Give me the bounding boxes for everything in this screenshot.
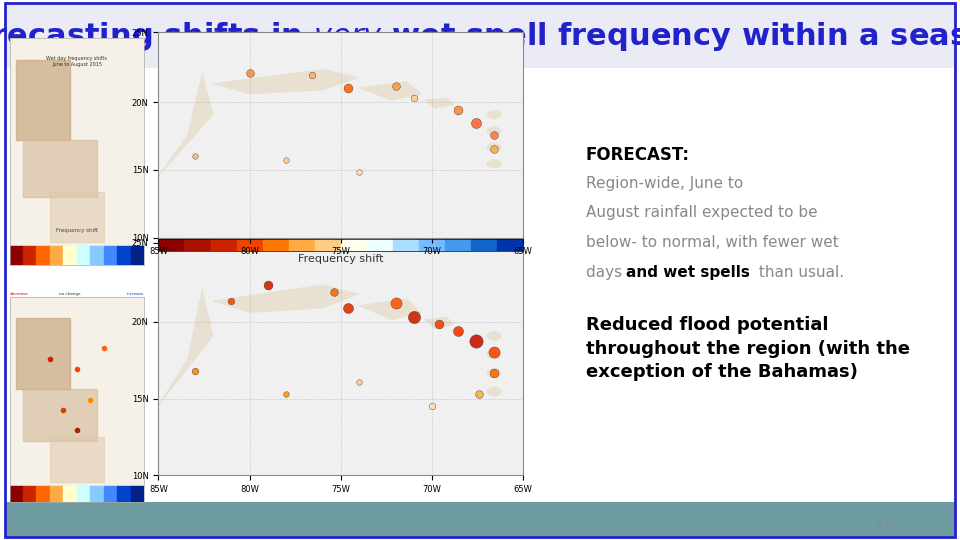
- Bar: [419, 239, 445, 251]
- Bar: [90, 486, 104, 502]
- Text: JJA 2015 frequency of 7-day wet spells: JJA 2015 frequency of 7-day wet spells: [168, 66, 466, 80]
- Text: than usual.: than usual.: [754, 265, 844, 280]
- Bar: [131, 246, 144, 265]
- Polygon shape: [158, 289, 213, 406]
- Circle shape: [487, 110, 501, 119]
- Bar: [63, 246, 77, 265]
- Bar: [5, 5, 955, 68]
- Text: Reduced flood potential
throughout the region (with the
exception of the Bahamas: Reduced flood potential throughout the r…: [586, 316, 910, 381]
- Text: FORECAST:: FORECAST:: [586, 146, 689, 164]
- Bar: [77, 486, 90, 502]
- Bar: [131, 486, 144, 502]
- Bar: [289, 239, 315, 251]
- Bar: [63, 486, 77, 502]
- Text: days: days: [586, 265, 627, 280]
- Circle shape: [487, 387, 501, 396]
- Bar: [90, 246, 104, 265]
- Text: decrease: decrease: [10, 292, 28, 296]
- Text: JJA 2015 frequency of 7-day very wet spells: JJA 2015 frequency of 7-day very wet spe…: [168, 222, 505, 237]
- Bar: [16, 318, 70, 389]
- Bar: [10, 246, 23, 265]
- Bar: [158, 239, 184, 251]
- Polygon shape: [359, 82, 421, 100]
- Circle shape: [487, 160, 501, 168]
- Circle shape: [487, 331, 501, 341]
- Text: 72: 72: [876, 520, 891, 533]
- Text: increase: increase: [127, 292, 144, 296]
- Polygon shape: [359, 299, 421, 320]
- Bar: [77, 246, 90, 265]
- Polygon shape: [213, 69, 359, 94]
- Bar: [23, 486, 36, 502]
- Bar: [367, 239, 393, 251]
- Text: Frequency shift: Frequency shift: [56, 228, 98, 233]
- Bar: [50, 246, 63, 265]
- Bar: [210, 239, 236, 251]
- Bar: [36, 486, 50, 502]
- Bar: [50, 192, 104, 242]
- Text: decrease: decrease: [182, 265, 240, 278]
- Bar: [104, 246, 117, 265]
- Bar: [104, 486, 117, 502]
- Bar: [445, 239, 471, 251]
- Polygon shape: [424, 318, 454, 329]
- Circle shape: [487, 368, 501, 377]
- Bar: [393, 239, 419, 251]
- Bar: [23, 246, 36, 265]
- Bar: [23, 140, 97, 197]
- Bar: [471, 239, 497, 251]
- Text: below- to normal, with fewer wet: below- to normal, with fewer wet: [586, 235, 838, 250]
- Circle shape: [487, 127, 501, 135]
- Circle shape: [487, 143, 501, 151]
- Text: August rainfall expected to be: August rainfall expected to be: [586, 205, 817, 220]
- Bar: [263, 239, 289, 251]
- Bar: [5, 502, 955, 537]
- Bar: [315, 239, 341, 251]
- Text: Region-wide, June to: Region-wide, June to: [586, 176, 743, 191]
- Circle shape: [487, 350, 501, 359]
- Bar: [16, 60, 70, 140]
- X-axis label: Frequency shift: Frequency shift: [298, 254, 384, 264]
- Text: and wet spells: and wet spells: [626, 265, 750, 280]
- Bar: [117, 246, 131, 265]
- Polygon shape: [158, 73, 213, 176]
- Polygon shape: [213, 285, 359, 313]
- Bar: [497, 239, 523, 251]
- Bar: [36, 246, 50, 265]
- Bar: [50, 436, 104, 482]
- Text: Forecasting shifts in $\it{very}$ wet spell frequency within a season: Forecasting shifts in $\it{very}$ wet sp…: [0, 20, 960, 53]
- Text: increase: increase: [446, 265, 499, 278]
- Text: no change: no change: [60, 292, 81, 296]
- Polygon shape: [424, 98, 454, 109]
- Bar: [341, 239, 367, 251]
- Text: Wet day frequency shifts
June to August 2015: Wet day frequency shifts June to August …: [46, 56, 108, 67]
- Bar: [10, 486, 23, 502]
- Text: no change: no change: [308, 265, 373, 278]
- Bar: [117, 486, 131, 502]
- Bar: [23, 389, 97, 441]
- Bar: [184, 239, 210, 251]
- Bar: [50, 486, 63, 502]
- Bar: [236, 239, 263, 251]
